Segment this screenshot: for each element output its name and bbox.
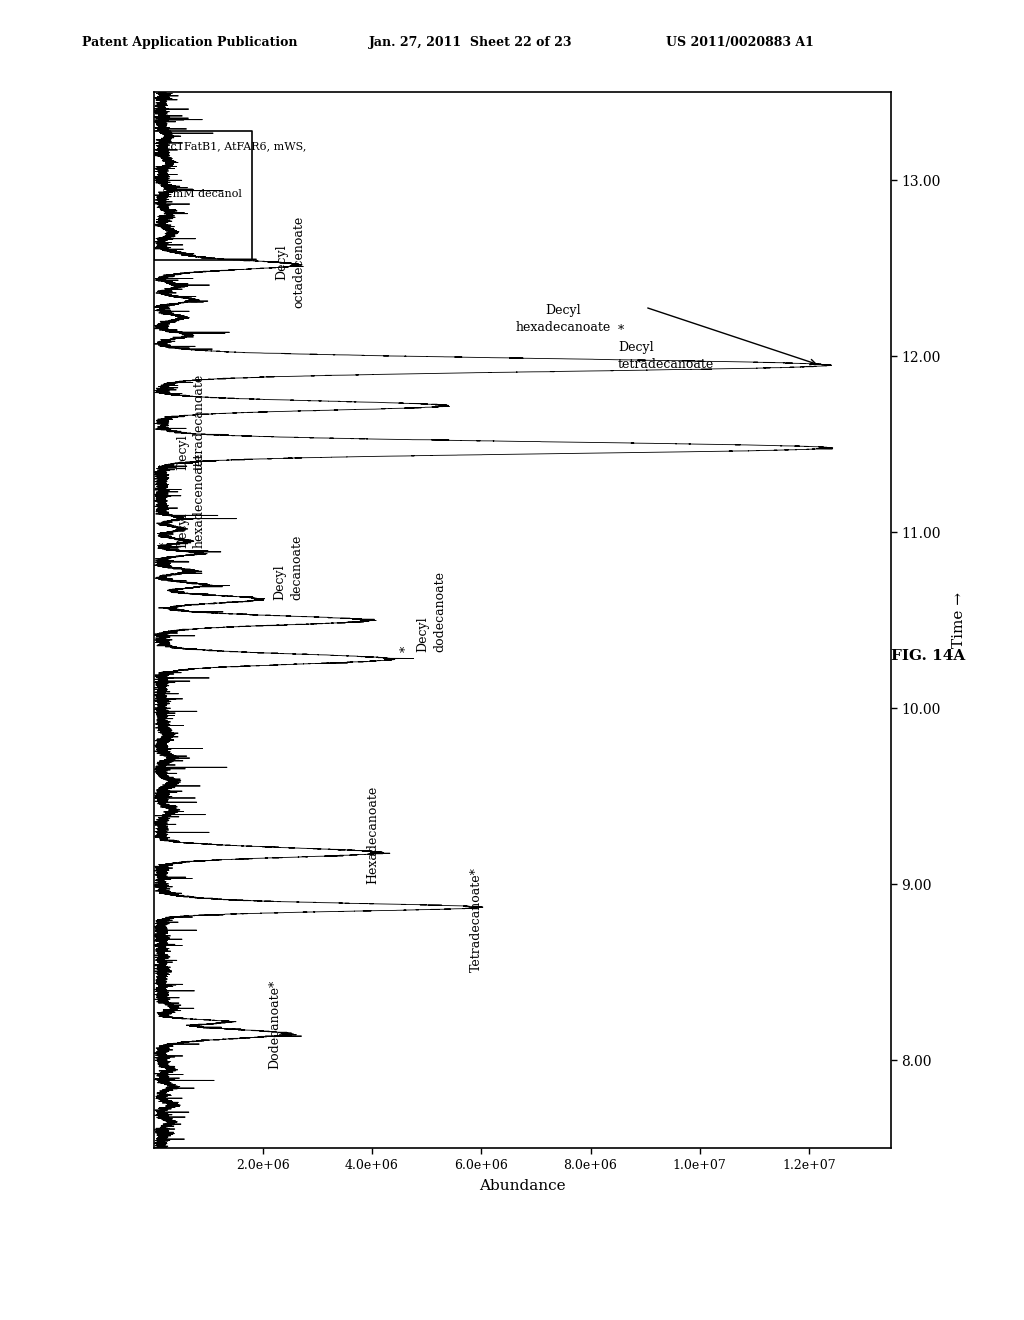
Text: *
Decyl
dodecanoate: * Decyl dodecanoate xyxy=(399,572,446,652)
X-axis label: Abundance: Abundance xyxy=(479,1179,565,1193)
Text: Dodecanoate*: Dodecanoate* xyxy=(268,979,282,1069)
Text: *
Decyl
hexadecenoate: * Decyl hexadecenoate xyxy=(159,453,206,548)
Text: 5 mM decanol: 5 mM decanol xyxy=(162,189,242,199)
Text: Patent Application Publication: Patent Application Publication xyxy=(82,36,297,49)
Text: Jan. 27, 2011  Sheet 22 of 23: Jan. 27, 2011 Sheet 22 of 23 xyxy=(369,36,572,49)
Text: Cc1FatB1, AtFAR6, mWS,: Cc1FatB1, AtFAR6, mWS, xyxy=(162,141,306,152)
Text: US 2011/0020883 A1: US 2011/0020883 A1 xyxy=(666,36,813,49)
Text: *
Decyl
tetradecanoate: * Decyl tetradecanoate xyxy=(617,325,714,371)
Text: Decyl
decanoate: Decyl decanoate xyxy=(273,535,304,601)
Text: Decyl
octadecenoate: Decyl octadecenoate xyxy=(275,215,305,308)
Text: Decyl
hexadecanoate: Decyl hexadecanoate xyxy=(515,304,611,334)
Text: FIG. 14A: FIG. 14A xyxy=(891,649,966,663)
Text: Hexadecanoate: Hexadecanoate xyxy=(367,787,380,884)
Y-axis label: Time →: Time → xyxy=(952,593,966,648)
Text: *
Decyl
tetradecanoate: * Decyl tetradecanoate xyxy=(159,374,206,470)
Text: Tetradecanoate*: Tetradecanoate* xyxy=(470,867,483,973)
